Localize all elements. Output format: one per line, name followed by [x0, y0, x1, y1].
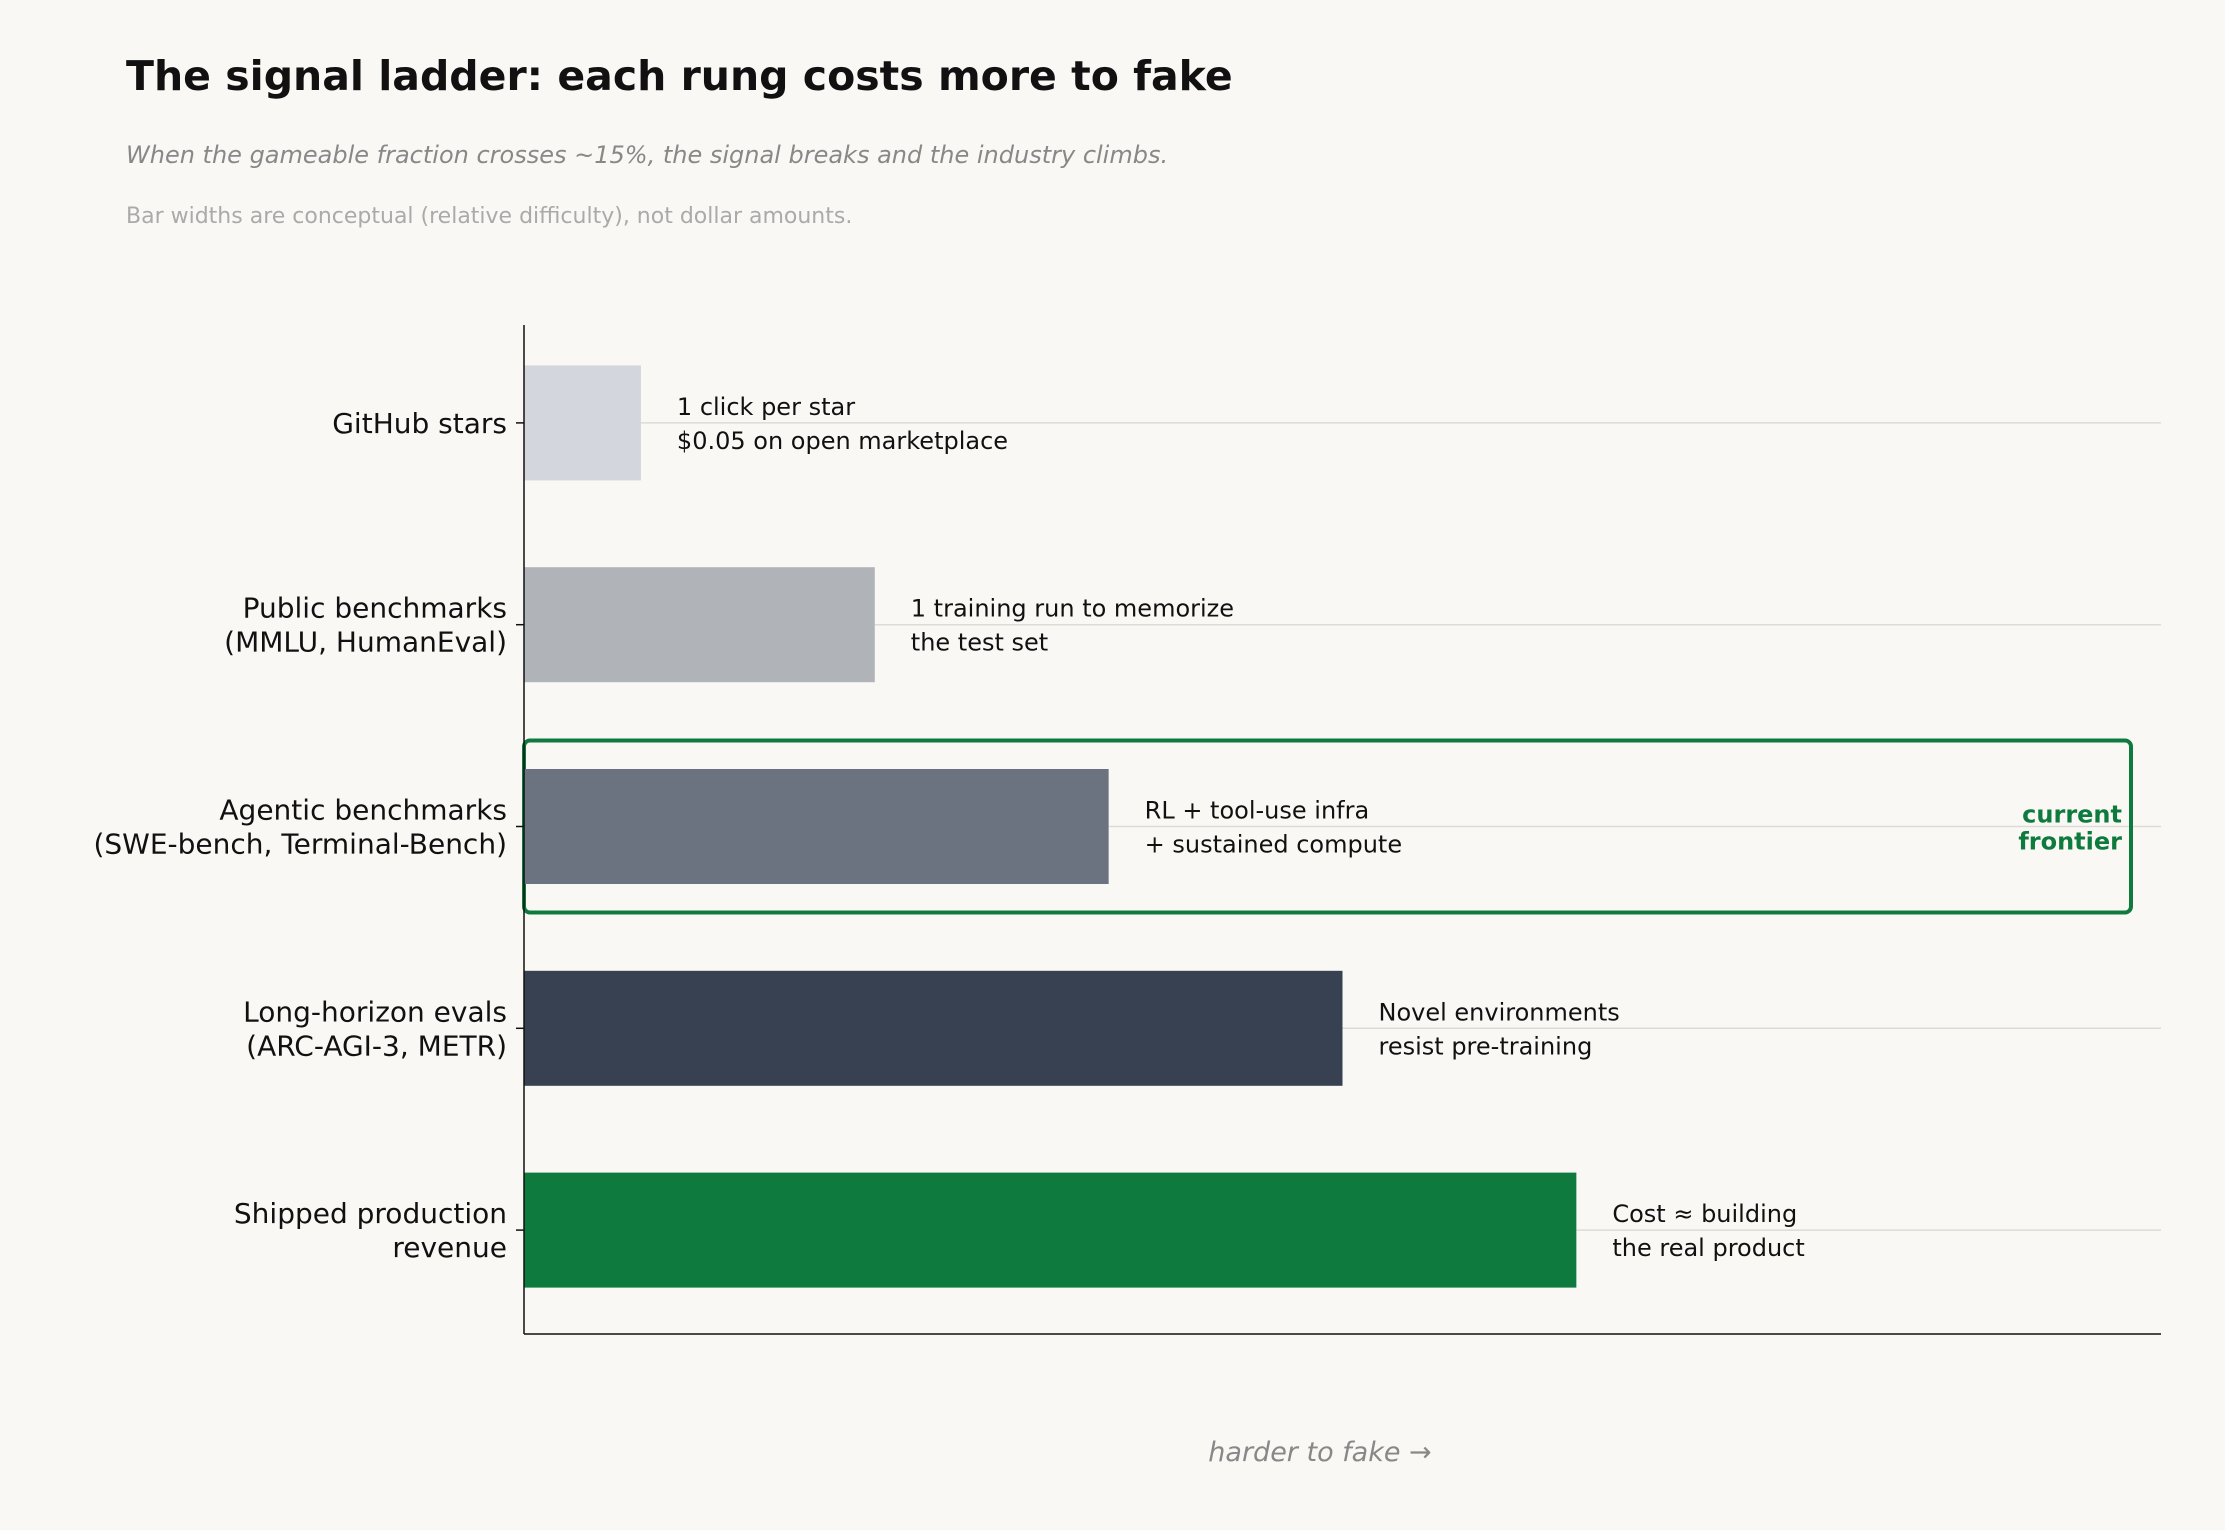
current-frontier-label: frontier	[2018, 828, 2122, 856]
bar-annotation: resist pre-training	[1379, 1032, 1593, 1060]
bar-annotation: 1 training run to memorize	[911, 595, 1234, 623]
bar-annotation: $0.05 on open marketplace	[677, 427, 1008, 455]
chart-note: Bar widths are conceptual (relative diff…	[126, 204, 853, 229]
category-label: Agentic benchmarks	[219, 794, 507, 827]
bar	[524, 769, 1109, 884]
bar-annotation: RL + tool-use infra	[1145, 797, 1370, 825]
bar	[524, 365, 641, 481]
category-label: Public benchmarks	[243, 592, 507, 625]
bar-annotation: the real product	[1612, 1234, 1804, 1262]
bar	[524, 1172, 1577, 1288]
bar-annotation: Cost ≈ building	[1612, 1200, 1797, 1228]
category-label: GitHub stars	[332, 407, 507, 440]
category-label: revenue	[392, 1231, 507, 1264]
bar-annotation: + sustained compute	[1145, 831, 1402, 859]
bar	[524, 970, 1343, 1086]
category-label: (ARC-AGI-3, METR)	[246, 1029, 507, 1062]
x-axis-label: harder to fake →	[1208, 1437, 1431, 1468]
category-label: (MMLU, HumanEval)	[224, 626, 507, 659]
category-label: (SWE-bench, Terminal-Bench)	[93, 828, 507, 861]
chart-subtitle: When the gameable fraction crosses ~15%,…	[126, 141, 1169, 169]
category-label: Long-horizon evals	[243, 995, 507, 1028]
bar-annotation: the test set	[911, 629, 1048, 657]
bar-annotation: Novel environments	[1379, 998, 1620, 1026]
current-frontier-label: current	[2022, 801, 2122, 829]
bar-annotation: 1 click per star	[677, 393, 855, 421]
category-label: Shipped production	[234, 1197, 507, 1230]
chart-title: The signal ladder: each rung costs more …	[126, 52, 1233, 100]
bar	[524, 567, 875, 683]
